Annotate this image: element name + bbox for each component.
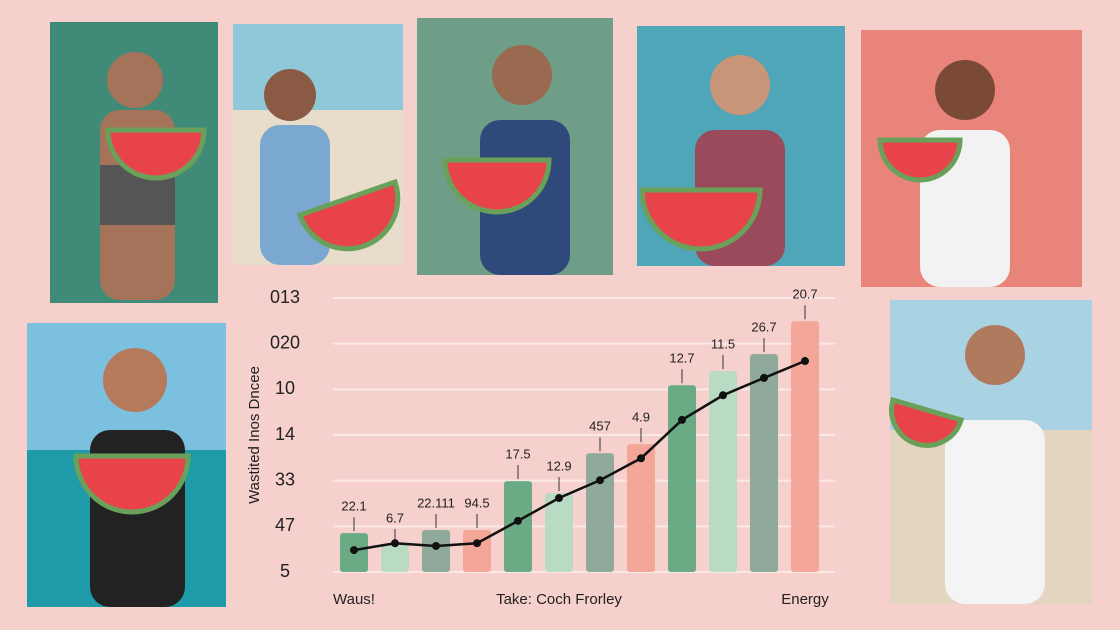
bar-label: 11.5 xyxy=(711,337,735,352)
photo xyxy=(889,300,1092,604)
photo xyxy=(861,30,1082,287)
photos xyxy=(27,18,1092,607)
line-point xyxy=(678,415,686,424)
y-tick-label: 10 xyxy=(275,378,295,398)
line-point xyxy=(514,516,522,525)
bar xyxy=(504,481,532,572)
bar xyxy=(422,529,450,572)
bar xyxy=(627,444,655,572)
photo xyxy=(233,24,403,265)
bar-label: 94.5 xyxy=(464,495,489,510)
line-point xyxy=(350,546,358,555)
photo xyxy=(417,18,613,275)
bar xyxy=(545,492,573,572)
line-point xyxy=(637,454,645,463)
line-point xyxy=(719,391,727,400)
x-tick-label: Take: Coch Frorley xyxy=(496,591,622,608)
y-tick-label: 020 xyxy=(270,332,300,352)
bar-label: 12.7 xyxy=(669,351,694,366)
x-tick-label: Energy xyxy=(781,591,829,608)
line xyxy=(353,359,806,552)
y-tick-label: 33 xyxy=(275,469,295,489)
bar xyxy=(791,321,819,572)
y-tick-label: 14 xyxy=(275,424,295,444)
bar xyxy=(709,371,737,572)
line-point xyxy=(432,541,440,550)
photo xyxy=(637,26,845,266)
bar xyxy=(668,385,696,572)
bar-label: 26.7 xyxy=(751,320,776,335)
y-tick-label: 013 xyxy=(270,287,300,307)
bar-label: 22.1 xyxy=(341,499,366,514)
bar-label: 20.7 xyxy=(792,287,817,302)
bar xyxy=(586,453,614,572)
bar-label: 457 xyxy=(589,419,611,434)
x-tick-label: Waus! xyxy=(333,591,375,608)
bar-label: 12.9 xyxy=(546,458,571,473)
y-axis-label: Wastited Inos Dncee xyxy=(246,366,263,504)
photo xyxy=(27,323,226,607)
bar xyxy=(381,545,409,572)
y-tick-label: 5 xyxy=(280,561,290,581)
line-point xyxy=(391,539,399,548)
line-point xyxy=(473,539,481,548)
line-point xyxy=(555,494,563,503)
bar xyxy=(750,354,778,572)
line-point xyxy=(760,373,768,382)
line-point xyxy=(801,357,809,366)
line-point xyxy=(596,476,604,485)
bar xyxy=(463,529,491,572)
bar-label: 6.7 xyxy=(386,510,404,525)
bar-label: 4.9 xyxy=(632,410,650,425)
bar-label: 22.111 xyxy=(417,495,455,510)
y-tick-label: 47 xyxy=(275,515,295,535)
photo xyxy=(50,22,218,303)
bar-label: 17.5 xyxy=(505,447,530,462)
